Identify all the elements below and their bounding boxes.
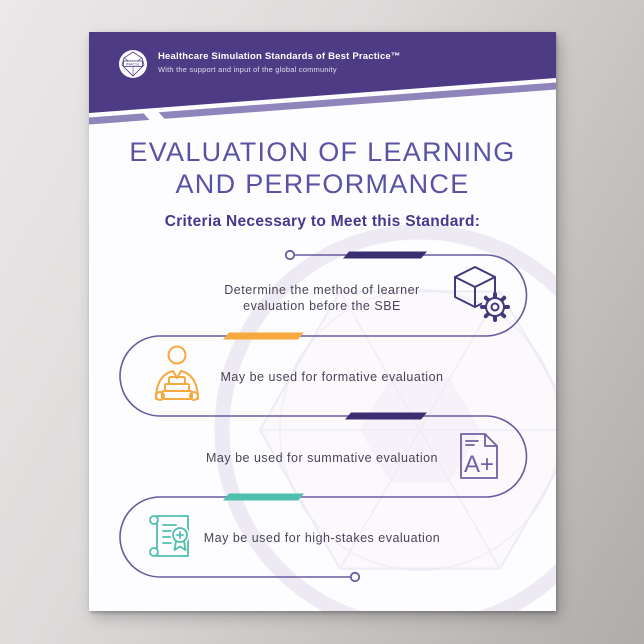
page-title-line2: AND PERFORMANCE: [175, 169, 470, 199]
inacsl-logo-icon: INACSL: [119, 50, 147, 78]
watermark-emblem: [214, 224, 556, 611]
cube-gear-icon: [454, 266, 510, 322]
criterion-3-text: May be used for summative evaluation: [206, 451, 438, 465]
path-start-node: [284, 249, 296, 261]
header-band: [89, 32, 556, 125]
grade-paper-icon: A+: [460, 433, 498, 479]
accent-segment-1: [343, 251, 427, 259]
page-title-line1: EVALUATION OF LEARNING: [129, 137, 516, 167]
page-title: EVALUATION OF LEARNING AND PERFORMANCE: [89, 136, 556, 200]
criterion-1-text: Determine the method of learner evaluati…: [189, 283, 455, 314]
person-books-icon: [155, 345, 199, 401]
logo-label: INACSL: [126, 62, 140, 66]
header-subtitle: With the support and input of the global…: [158, 65, 337, 74]
header-background: [89, 32, 556, 113]
criterion-1-line1: Determine the method of learner: [224, 283, 420, 297]
criterion-2-text: May be used for formative evaluation: [220, 370, 444, 384]
poster: A+ INACSL Healthcare Simulation Standard…: [89, 32, 556, 611]
certificate-scroll-icon: [149, 515, 190, 557]
accent-segment-4: [223, 493, 304, 501]
criteria-flow-diagram: A+: [119, 224, 556, 611]
header-stripe: [89, 82, 556, 125]
flow-path: [119, 254, 528, 578]
stripe-notch: [143, 111, 165, 121]
grade-label: A+: [464, 451, 494, 478]
criterion-1-line2: evaluation before the SBE: [243, 298, 401, 313]
path-end-node: [349, 571, 361, 583]
header-title: Healthcare Simulation Standards of Best …: [158, 51, 401, 62]
section-heading: Criteria Necessary to Meet this Standard…: [164, 213, 481, 230]
accent-segment-2: [223, 332, 304, 340]
criterion-4-text: May be used for high-stakes evaluation: [203, 531, 441, 545]
accent-segment-3: [345, 412, 427, 420]
